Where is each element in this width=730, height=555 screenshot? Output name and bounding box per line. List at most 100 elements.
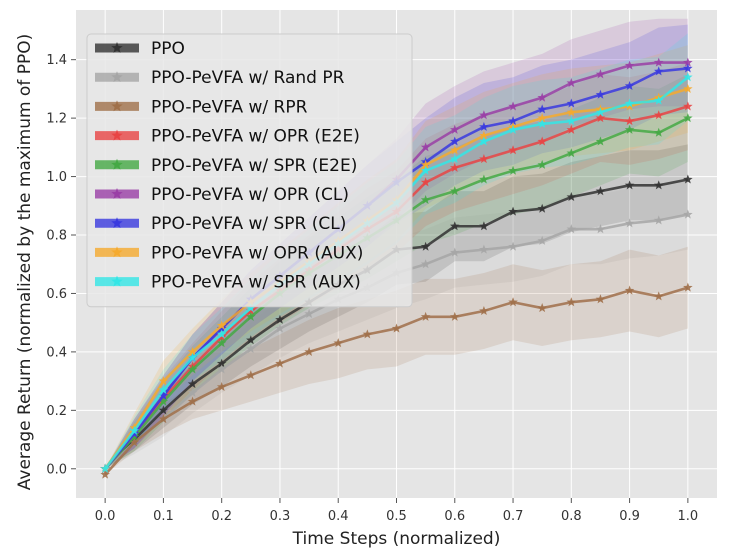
data-point (595, 89, 606, 99)
data-point (595, 224, 606, 234)
confidence-band (105, 74, 688, 469)
legend-marker (111, 217, 123, 229)
x-tick-label: 1.0 (678, 509, 699, 524)
data-point (624, 98, 635, 108)
legend-label: PPO-PeVFA w/ RPR (151, 97, 308, 117)
data-point (653, 110, 664, 120)
data-point (595, 69, 606, 79)
x-tick-label: 0.5 (386, 509, 407, 524)
data-point (304, 346, 314, 356)
confidence-band (105, 179, 688, 469)
data-point (479, 244, 489, 254)
data-point (216, 323, 227, 333)
data-point (566, 224, 577, 234)
x-tick-label: 0.8 (561, 509, 582, 524)
data-point (683, 101, 693, 111)
data-point (100, 463, 110, 473)
data-point (479, 305, 489, 316)
y-tick-label: 0.0 (46, 462, 67, 477)
data-point (246, 370, 256, 380)
data-point (624, 80, 635, 91)
data-point (683, 174, 693, 184)
data-point (216, 332, 227, 342)
y-axis-ticks: 0.0 0.2 0.4 0.6 0.8 1.0 1.2 1.4 (46, 53, 76, 477)
data-point (187, 352, 198, 362)
data-point (653, 66, 664, 76)
data-point (420, 165, 431, 175)
data-point (595, 186, 606, 196)
data-point (624, 285, 635, 295)
legend-item: PPO-PeVFA w/ OPR (AUX) (95, 243, 363, 263)
y-tick-label: 0.2 (46, 404, 67, 419)
data-point (362, 329, 373, 339)
data-point (216, 329, 227, 339)
data-point (129, 425, 140, 435)
legend-item: PPO-PeVFA w/ SPR (CL) (95, 214, 346, 234)
data-point (479, 221, 489, 231)
y-tick-label: 1.0 (46, 170, 67, 185)
data-point (479, 121, 489, 131)
legend-item: PPO-PeVFA w/ SPR (AUX) (95, 273, 361, 293)
data-point (304, 308, 314, 318)
data-point (653, 57, 664, 67)
data-point (158, 414, 169, 424)
legend-item: PPO-PeVFA w/ OPR (CL) (95, 185, 349, 205)
data-point (508, 145, 518, 155)
data-point (566, 107, 577, 117)
data-point (566, 192, 577, 202)
data-point (420, 259, 431, 269)
data-point (450, 247, 460, 257)
data-point (624, 180, 635, 190)
data-point (479, 154, 489, 164)
data-point (537, 159, 547, 169)
data-point (479, 130, 489, 140)
data-point (479, 136, 489, 146)
data-point (187, 387, 198, 397)
x-tick-label: 0.3 (270, 509, 291, 524)
data-point (187, 346, 198, 356)
legend-item: PPO (95, 39, 185, 59)
data-point (683, 83, 693, 93)
data-point (450, 136, 460, 146)
data-point (158, 405, 169, 415)
data-point (450, 162, 460, 172)
confidence-band (105, 24, 688, 469)
data-point (129, 431, 140, 441)
data-point (246, 305, 256, 316)
data-point (508, 206, 518, 216)
legend-marker (111, 188, 123, 199)
data-point (275, 323, 285, 333)
legend-label: PPO-PeVFA w/ Rand PR (151, 68, 345, 88)
data-point (683, 209, 693, 219)
data-point (595, 113, 606, 123)
data-point (216, 320, 227, 330)
data-point (624, 60, 635, 70)
data-point (566, 297, 577, 307)
data-point (100, 469, 110, 479)
data-point (216, 338, 227, 348)
data-point (450, 311, 460, 321)
data-point (537, 235, 547, 245)
data-point (246, 303, 256, 313)
data-point (450, 221, 460, 231)
data-point (624, 124, 635, 134)
legend-marker (111, 129, 123, 141)
data-point (479, 110, 489, 120)
data-point (566, 124, 577, 134)
data-point (158, 396, 169, 406)
x-axis-ticks: 0.0 0.1 0.2 0.3 0.4 0.5 0.6 0.7 0.8 0.9 1.0 (95, 498, 698, 524)
data-point (537, 118, 547, 129)
data-point (683, 57, 693, 67)
data-point (420, 159, 431, 169)
data-point (450, 186, 460, 196)
x-tick-label: 0.6 (444, 509, 465, 524)
data-point (683, 282, 693, 292)
confidence-band (105, 45, 688, 469)
x-axis-label: Time Steps (normalized) (292, 529, 501, 549)
legend-item: PPO-PeVFA w/ SPR (E2E) (95, 156, 357, 176)
data-point (595, 294, 606, 304)
data-point (624, 116, 635, 126)
data-point (187, 379, 198, 389)
data-point (246, 311, 256, 321)
legend-marker (111, 71, 123, 83)
